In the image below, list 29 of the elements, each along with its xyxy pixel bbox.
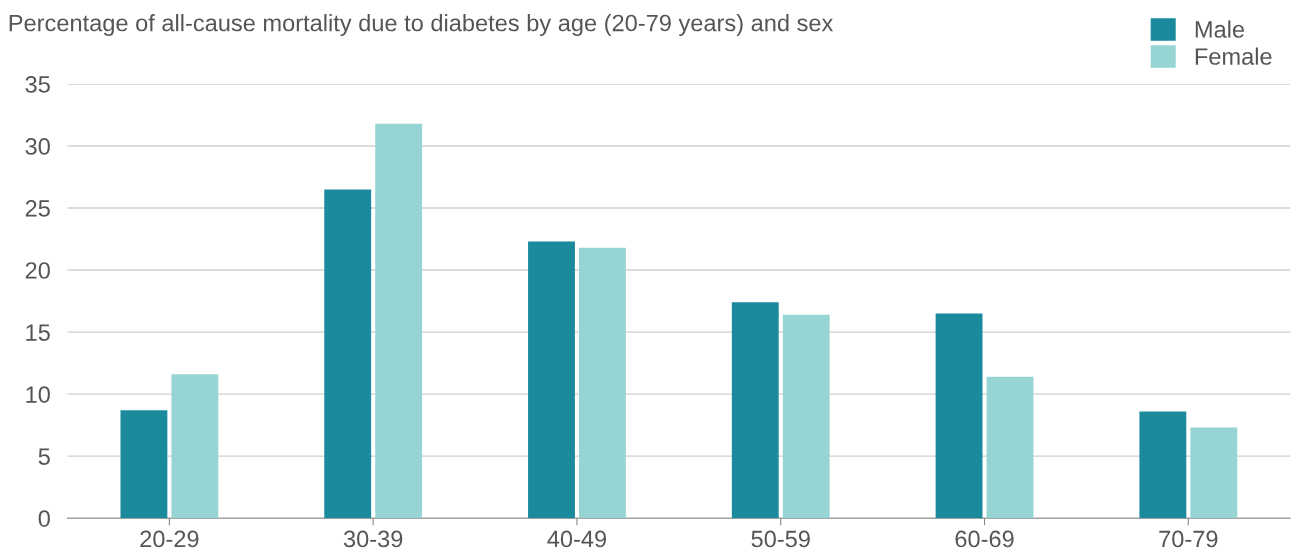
- bar: [935, 313, 983, 519]
- legend-label: Male: [1195, 20, 1245, 38]
- bar: [120, 410, 168, 519]
- y-tick-label: 35: [25, 76, 50, 93]
- bar: [375, 123, 423, 519]
- y-tick-label: 30: [25, 138, 50, 155]
- y-tick-label: 5: [38, 448, 50, 465]
- x-tick-label: 50-59: [751, 530, 810, 548]
- y-tick-label: 15: [26, 324, 50, 341]
- bar: [1139, 411, 1187, 519]
- x-tick-label: 70-79: [1159, 530, 1218, 548]
- bar: [528, 241, 575, 519]
- bar: [1190, 427, 1238, 519]
- bar: [782, 314, 830, 519]
- y-tick-label: 10: [26, 386, 50, 403]
- y-tick-label: 20: [25, 262, 50, 279]
- y-tick-label: 25: [25, 200, 50, 217]
- bar: [171, 374, 219, 519]
- x-tick-label: 20-29: [140, 530, 199, 548]
- legend-label: Female: [1195, 47, 1272, 65]
- bar: [579, 247, 626, 519]
- chart-title: Percentage of all-cause mortality due to diabetes by age (20-79 years) and sex: [9, 14, 834, 37]
- x-tick-label: 60-69: [955, 530, 1014, 548]
- x-tick-label: 40-49: [547, 530, 607, 548]
- x-tick-label: 30-39: [343, 530, 403, 548]
- bar: [324, 189, 372, 519]
- bar: [731, 302, 779, 519]
- bar: [986, 376, 1034, 519]
- y-tick-label: 0: [38, 510, 50, 527]
